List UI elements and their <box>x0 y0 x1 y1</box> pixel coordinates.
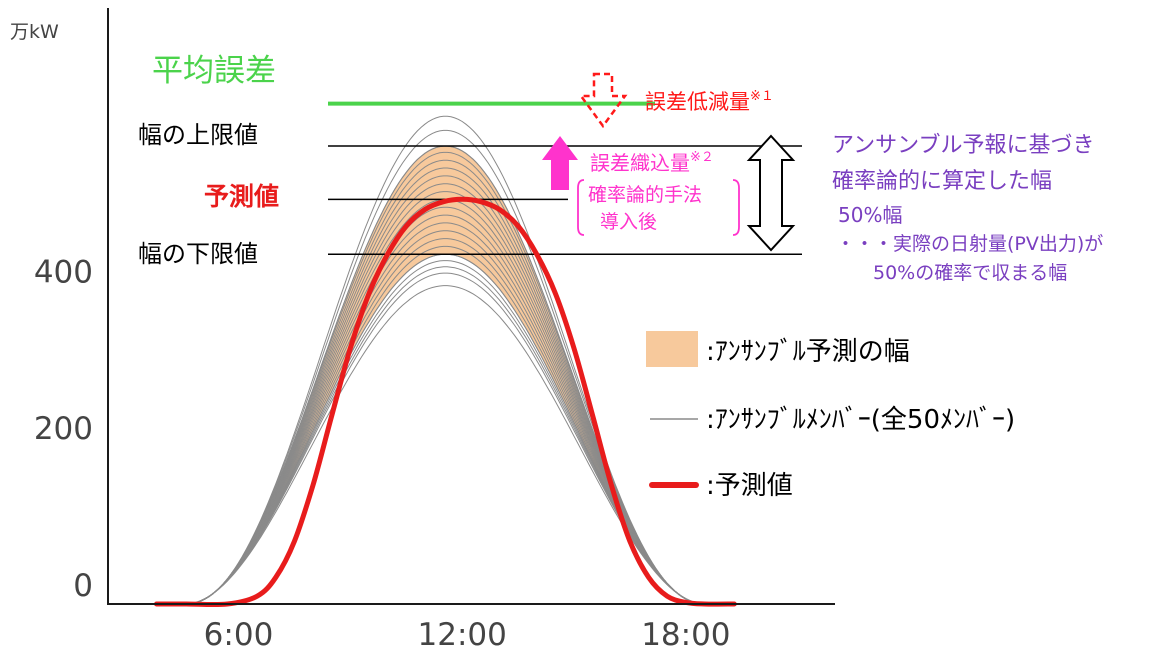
explanation-line5: 50%の確率で収まる幅 <box>873 262 1067 284</box>
legend-band-label: :ｱﾝｻﾝﾌﾞﾙ予測の幅 <box>706 337 910 367</box>
method-bracket-left <box>578 180 584 235</box>
y-axis-unit-label: 万kW <box>10 21 59 43</box>
legend: :ｱﾝｻﾝﾌﾞﾙ予測の幅 :ｱﾝｻﾝﾌﾞﾙﾒﾝﾊﾞｰ(全50ﾒﾝﾊﾞｰ) :予測… <box>646 331 1015 501</box>
method-label-line1: 確率論的手法 <box>588 184 702 206</box>
legend-forecast-label: :予測値 <box>706 471 793 501</box>
ensemble-member-line <box>157 254 735 604</box>
y-tick-label: 0 <box>73 568 93 604</box>
ensemble-member-line <box>157 254 735 604</box>
ensemble-member-line <box>157 223 735 604</box>
method-label-line2: 導入後 <box>600 211 657 233</box>
ensemble-member-line <box>157 261 735 604</box>
x-tick-label: 12:00 <box>418 617 507 653</box>
x-tick-label: 6:00 <box>204 617 274 653</box>
x-tick-label: 18:00 <box>641 617 730 653</box>
explanation-line1: アンサンブル予報に基づき <box>832 133 1094 158</box>
legend-members-label: :ｱﾝｻﾝﾌﾞﾙﾒﾝﾊﾞｰ(全50ﾒﾝﾊﾞｰ) <box>706 405 1015 435</box>
upper-limit-label: 幅の上限値 <box>138 121 258 149</box>
explanation-line4: ・・・実際の日射量(PV出力)が <box>836 233 1103 255</box>
error-reduction-label: 誤差低減量※１ <box>645 89 774 114</box>
width-double-arrow-icon <box>749 136 793 250</box>
ensemble-member-line <box>157 267 735 604</box>
y-tick-labels: 0 200 400 <box>34 254 93 604</box>
forecast-value-label: 予測値 <box>204 182 279 211</box>
legend-band-swatch <box>646 331 698 367</box>
error-incorporated-arrow-icon <box>542 136 578 190</box>
method-bracket-right <box>733 180 739 235</box>
mean-error-label: 平均誤差 <box>152 53 276 89</box>
x-tick-labels: 6:00 12:00 18:00 <box>204 617 731 653</box>
error-incorporated-label: 誤差織込量※２ <box>590 150 714 175</box>
explanation-line3: 50%幅 <box>838 203 902 227</box>
lower-limit-label: 幅の下限値 <box>138 240 258 268</box>
error-reduction-arrow-icon <box>581 74 625 126</box>
y-tick-label: 400 <box>34 254 93 290</box>
ensemble-member-line <box>157 231 735 604</box>
ensemble-member-line <box>157 246 735 604</box>
explanation-text: アンサンブル予報に基づき 確率論的に算定した幅 50%幅 ・・・実際の日射量(P… <box>832 133 1103 284</box>
y-tick-label: 200 <box>34 411 93 447</box>
explanation-line2: 確率論的に算定した幅 <box>832 169 1052 194</box>
ensemble-member-line <box>157 239 735 604</box>
